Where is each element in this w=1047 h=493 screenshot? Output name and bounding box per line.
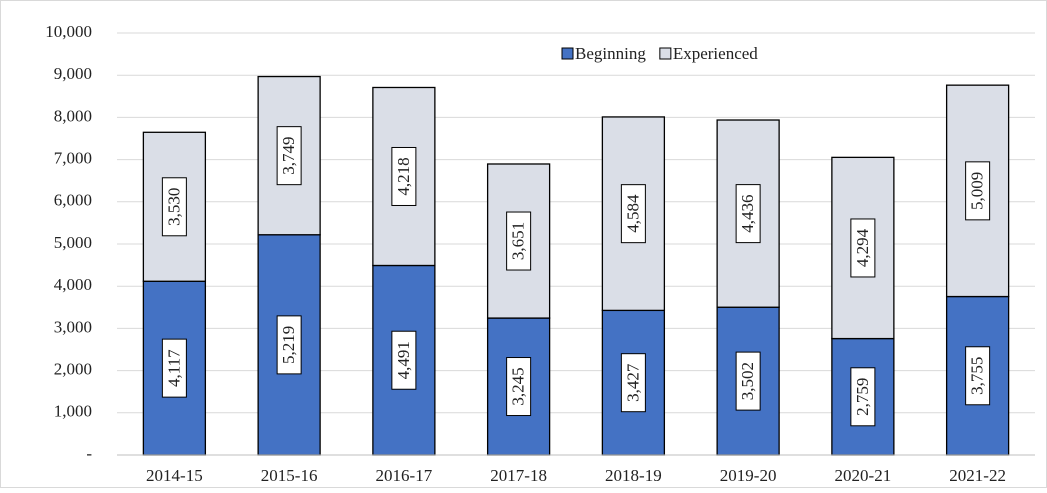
data-label-box [276,315,302,375]
data-label-box [735,184,761,244]
data-label-text: 3,427 [623,363,642,402]
legend-label: Beginning [575,44,646,63]
data-label-box [161,177,187,237]
x-tick-label: 2017-18 [490,466,547,485]
y-tick-label: 7,000 [54,149,92,168]
legend-swatch [561,47,574,60]
data-label-text: 5,219 [279,326,298,364]
data-label-text: 3,651 [509,222,528,260]
data-label: 3,502 [735,351,761,411]
bar-segment [486,163,551,319]
x-tick-label: 2015-16 [261,466,318,485]
data-label-text: 2,759 [853,378,872,416]
data-label-box [965,161,991,221]
data-label: 3,755 [965,346,991,406]
data-label-box [850,218,876,278]
data-label-text: 4,117 [164,349,183,387]
data-label-box [391,330,417,390]
data-label-box [620,184,646,244]
data-label: 3,749 [276,126,302,186]
data-label-text: 3,502 [738,362,757,400]
y-tick-label: 6,000 [54,191,92,210]
data-label-text: 4,584 [623,194,642,233]
data-label-text: 4,436 [738,194,757,232]
x-tick-label: 2021-22 [949,466,1006,485]
data-label-text: 4,218 [394,157,413,195]
data-label-text: 4,294 [853,228,872,267]
data-label: 4,491 [391,330,417,390]
x-tick-label: 2018-19 [605,466,662,485]
data-label-box [965,346,991,406]
data-label-box [276,126,302,186]
data-label-text: 4,491 [394,341,413,379]
data-label: 5,219 [276,315,302,375]
data-label-box [506,357,532,417]
data-label-box [506,211,532,271]
x-tick-label: 2014-15 [146,466,203,485]
data-label-box [850,367,876,427]
legend-label: Experienced [673,44,758,63]
x-tick-label: 2016-17 [376,466,433,485]
x-tick-label: 2020-21 [835,466,892,485]
data-label-box [735,351,761,411]
y-tick-label: 1,000 [54,402,92,421]
data-label: 4,117 [161,338,187,398]
data-label: 3,651 [506,211,532,271]
data-label: 4,294 [850,218,876,278]
x-tick-label: 2019-20 [720,466,777,485]
legend-swatch [659,47,672,60]
data-label: 2,759 [850,367,876,427]
data-label-text: 3,749 [279,137,298,175]
data-label: 5,009 [965,161,991,221]
data-label-text: 3,755 [968,357,987,395]
data-label-box [161,338,187,398]
data-label-text: 3,245 [509,367,528,405]
y-tick-label: - [86,444,92,463]
data-label: 3,427 [620,353,646,413]
data-label: 4,584 [620,184,646,244]
y-tick-label: 3,000 [54,317,92,336]
data-label: 3,530 [161,177,187,237]
y-tick-label: 8,000 [54,106,92,125]
y-tick-label: 5,000 [54,233,92,252]
data-label-box [620,353,646,413]
data-label: 4,218 [391,146,417,206]
y-tick-label: 4,000 [54,275,92,294]
data-label-box [391,146,417,206]
data-label-text: 5,009 [968,172,987,210]
data-label: 4,436 [735,184,761,244]
y-tick-label: 10,000 [45,22,92,41]
y-tick-label: 9,000 [54,64,92,83]
data-label: 3,245 [506,357,532,417]
y-tick-label: 2,000 [54,360,92,379]
data-label-text: 3,530 [164,188,183,226]
